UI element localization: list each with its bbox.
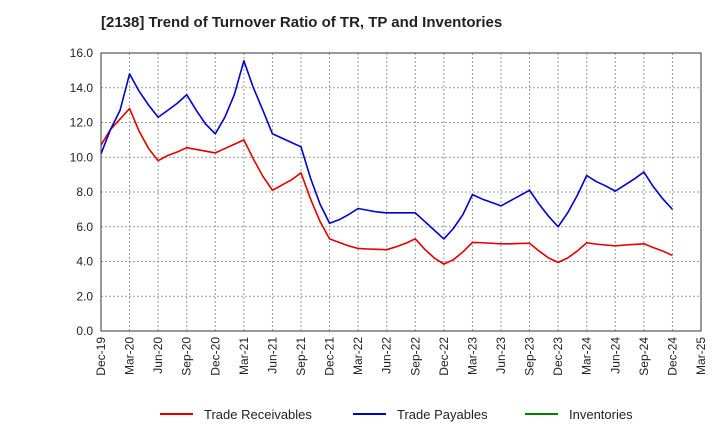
x-tick-label: Mar-20 [123,337,137,375]
x-tick-label: Dec-19 [94,337,108,376]
y-tick-label: 16.0 [70,46,94,60]
x-tick-label: Sep-24 [637,337,651,376]
y-tick-label: 6.0 [76,220,93,234]
x-tick-label: Sep-21 [294,337,308,376]
x-tick-label: Sep-20 [180,337,194,376]
x-tick-label: Mar-23 [465,337,479,375]
x-tick-label: Dec-22 [437,337,451,376]
series-line-trade-receivables [100,107,673,265]
x-tick-label: Mar-22 [351,337,365,375]
chart-title: [2138] Trend of Turnover Ratio of TR, TP… [101,14,503,31]
x-tick-label: Mar-21 [237,337,251,375]
grid-lines [100,52,702,332]
x-tick-label: Dec-20 [208,337,222,376]
legend-label-inventories: Inventories [569,407,633,422]
x-tick-label: Mar-25 [694,337,708,375]
x-tick-label: Jun-23 [494,337,508,374]
x-tick-label: Dec-23 [551,337,565,376]
y-tick-label: 14.0 [70,81,94,95]
x-tick-label: Jun-22 [380,337,394,374]
x-tick-label: Dec-21 [323,337,337,376]
x-tick-label: Jun-21 [265,337,279,374]
y-tick-label: 12.0 [70,116,94,130]
series-line-trade-payables [100,60,674,240]
x-tick-label: Sep-23 [523,337,537,376]
y-tick-label: 8.0 [76,185,93,199]
x-axis-ticks: Dec-19 Mar-20 Jun-20 Sep-20 Dec-20 Mar-21 Jun-… [94,337,708,376]
y-axis-ticks: 0.0 2.0 4.0 6.0 8.0 10.0 12.0 14.0 16.0 [70,46,94,338]
x-tick-label: Jun-24 [608,337,622,374]
y-tick-label: 4.0 [76,255,93,269]
y-tick-label: 10.0 [70,150,94,164]
x-tick-label: Dec-24 [665,337,679,376]
plot-frame [100,52,702,332]
legend: Trade Receivables Trade Payables Inventori… [160,407,633,422]
series-lines [100,60,674,265]
x-tick-label: Sep-22 [408,337,422,376]
legend-label-trade-payables: Trade Payables [397,407,488,422]
x-tick-label: Mar-24 [580,337,594,375]
legend-label-trade-receivables: Trade Receivables [204,407,312,422]
x-tick-label: Jun-20 [151,337,165,374]
plot-frame [100,52,702,332]
y-tick-label: 2.0 [76,289,93,303]
y-tick-label: 0.0 [76,324,93,338]
